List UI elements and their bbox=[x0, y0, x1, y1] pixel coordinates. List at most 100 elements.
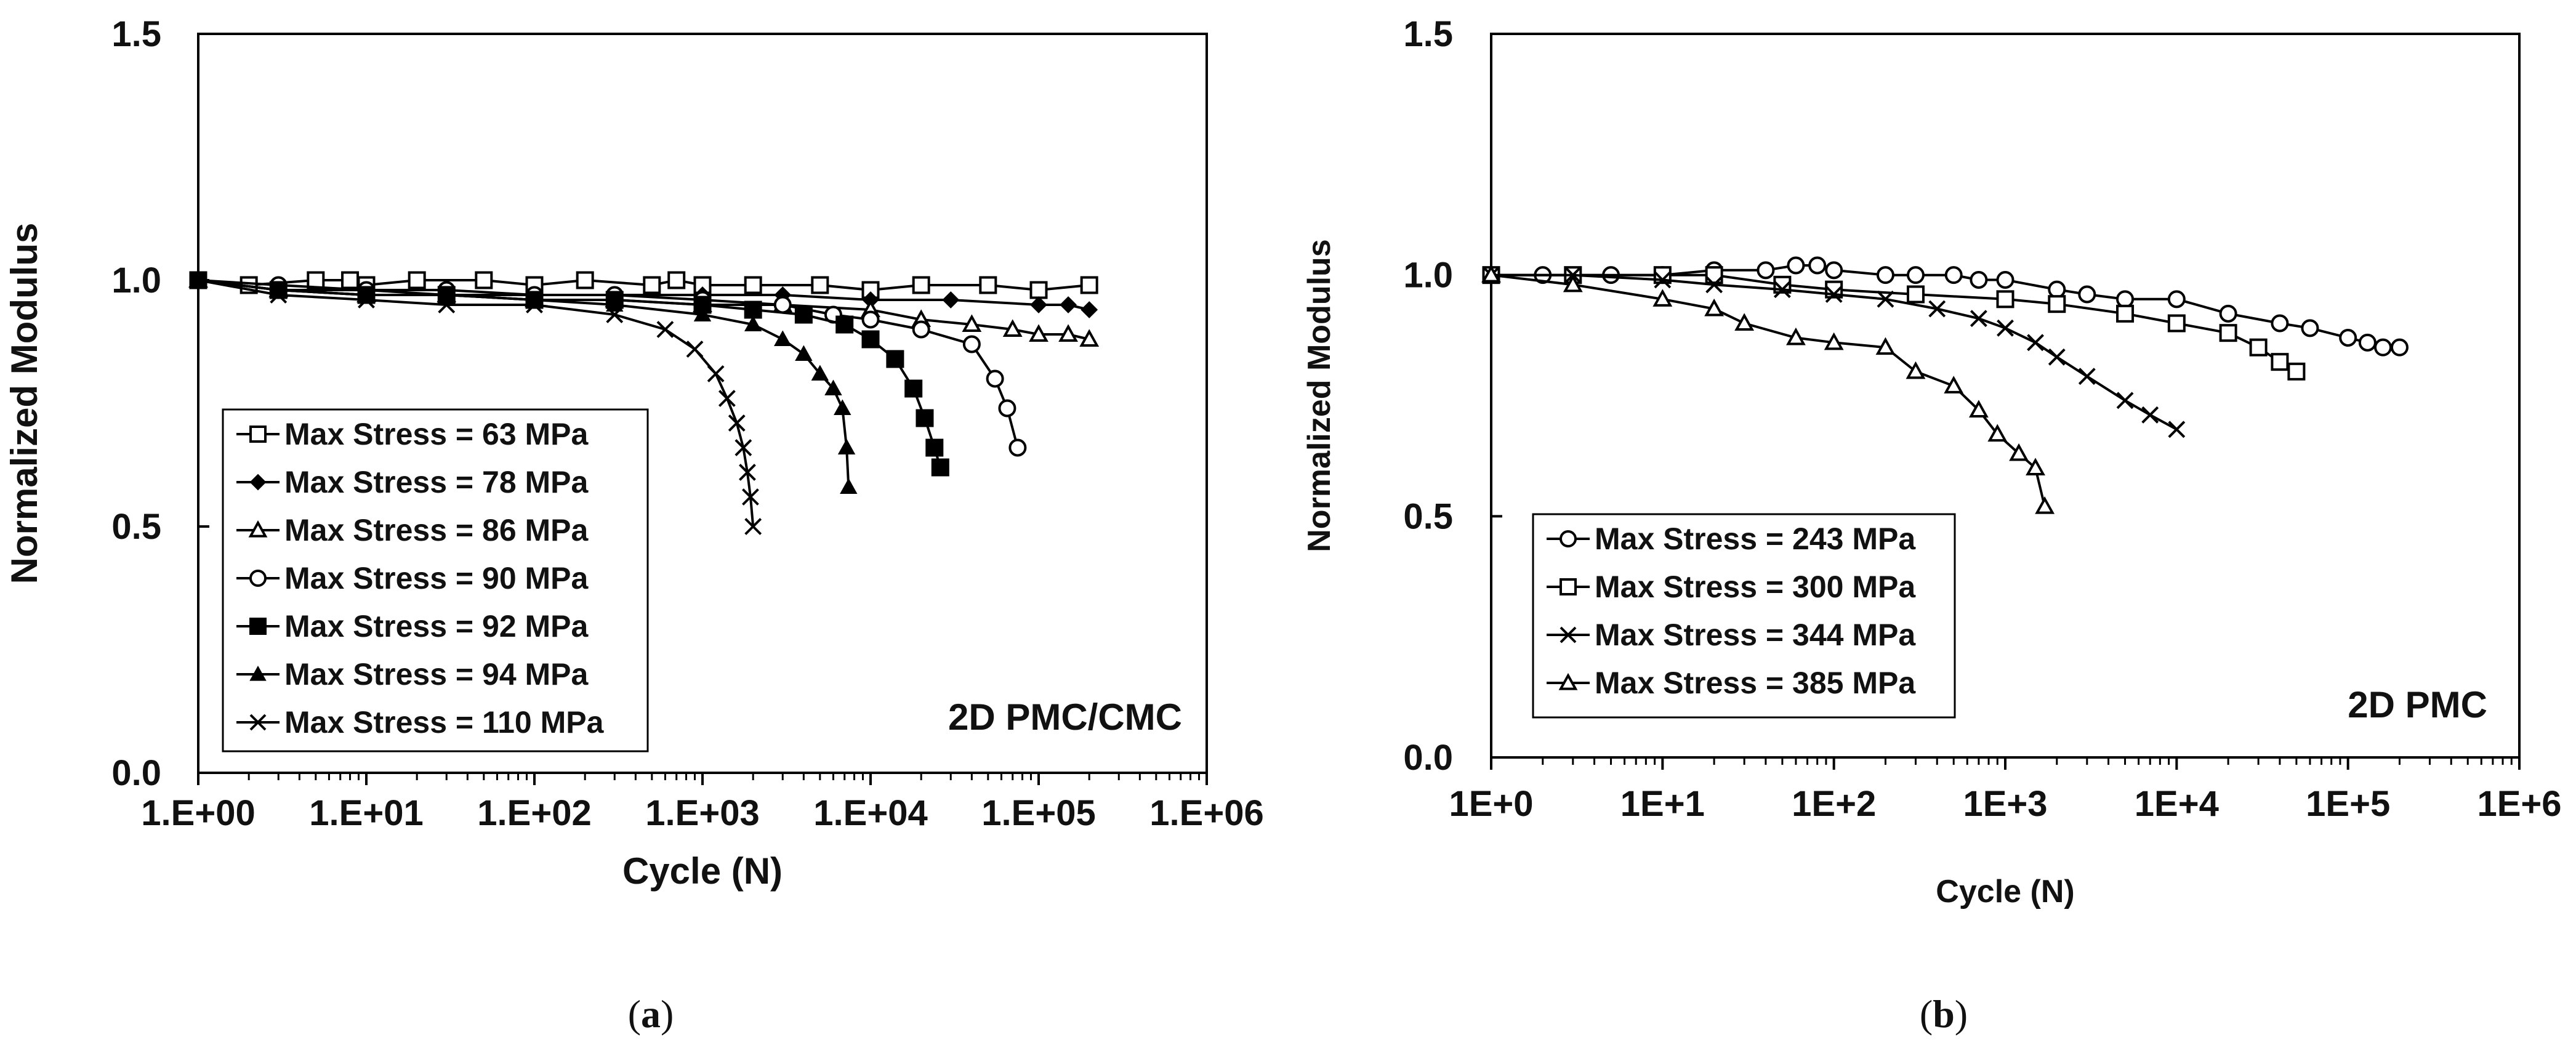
data-point bbox=[2009, 443, 2029, 461]
data-point bbox=[341, 271, 360, 289]
data-point bbox=[912, 320, 930, 339]
data-point bbox=[693, 305, 712, 321]
data-point bbox=[774, 330, 792, 346]
data-point bbox=[1705, 276, 1723, 294]
data-point bbox=[1997, 319, 2014, 337]
data-point bbox=[744, 301, 762, 319]
annotation: 2D PMC/CMC bbox=[948, 696, 1182, 738]
data-point bbox=[1029, 324, 1049, 342]
data-point bbox=[986, 369, 1004, 388]
data-point bbox=[1996, 290, 2015, 309]
data-point bbox=[795, 345, 813, 361]
data-point bbox=[1563, 274, 1583, 292]
chart-panel-b: 0.0 0.5 1.0 1.5 1E+0 1E+1 1E+2 1E+3 1E+4 1E+5 1E+6… bbox=[1302, 14, 2562, 910]
legend-marker bbox=[249, 714, 267, 731]
data-point bbox=[1058, 324, 1078, 342]
data-point bbox=[1029, 281, 1048, 299]
data-point bbox=[2116, 392, 2134, 410]
data-point bbox=[2390, 338, 2409, 357]
data-point bbox=[1654, 271, 1672, 289]
data-point bbox=[475, 271, 493, 289]
data-point bbox=[904, 379, 923, 398]
data-point bbox=[643, 276, 661, 294]
data-point bbox=[1928, 300, 1946, 318]
data-point bbox=[962, 314, 982, 332]
series bbox=[1482, 266, 2306, 381]
data-point bbox=[886, 350, 904, 368]
data-point bbox=[606, 296, 624, 312]
legend-marker bbox=[249, 665, 267, 681]
data-point bbox=[837, 438, 856, 454]
legend-marker bbox=[1560, 626, 1577, 644]
data-point bbox=[2048, 295, 2066, 313]
data-point bbox=[656, 321, 674, 338]
data-point bbox=[962, 335, 981, 353]
legend-label: Max Stress = 94 MPa bbox=[284, 657, 589, 692]
legend-label: Max Stress = 63 MPa bbox=[284, 417, 589, 451]
y-tick-label: 1.5 bbox=[1403, 14, 1453, 54]
data-point bbox=[1970, 271, 1988, 289]
x-tick-label: 1.E+03 bbox=[645, 793, 759, 833]
data-point bbox=[526, 296, 543, 313]
data-point bbox=[1030, 296, 1047, 313]
data-point bbox=[1906, 266, 1925, 284]
x-tick-label: 1.E+01 bbox=[309, 793, 423, 833]
data-point bbox=[1944, 376, 1964, 393]
annotation: 2D PMC bbox=[2348, 684, 2487, 725]
y-tick-label: 1.5 bbox=[111, 14, 161, 54]
data-point bbox=[2271, 353, 2289, 371]
data-point bbox=[979, 276, 997, 294]
data-point bbox=[1757, 261, 1775, 280]
legend-label: Max Stress = 300 MPa bbox=[1595, 570, 1916, 604]
data-point bbox=[2219, 324, 2237, 342]
data-point bbox=[744, 276, 762, 294]
data-point bbox=[834, 399, 851, 415]
data-point bbox=[735, 439, 752, 456]
data-point bbox=[1734, 313, 1755, 331]
y-tick-label: 0.0 bbox=[111, 753, 161, 793]
data-point bbox=[2301, 319, 2319, 337]
data-point bbox=[718, 390, 736, 407]
data-point bbox=[1060, 296, 1077, 313]
data-point bbox=[1970, 310, 1987, 328]
data-point bbox=[840, 478, 858, 494]
data-point bbox=[2027, 334, 2044, 352]
legend-label: Max Stress = 243 MPa bbox=[1595, 522, 1916, 556]
data-point bbox=[1081, 301, 1098, 318]
data-point bbox=[190, 272, 207, 289]
data-point bbox=[916, 409, 934, 427]
data-point bbox=[1877, 290, 1894, 308]
legend-marker bbox=[249, 474, 267, 491]
y-tick-label: 0.0 bbox=[1403, 738, 1453, 778]
data-point bbox=[2271, 314, 2289, 333]
data-point bbox=[2141, 406, 2159, 424]
x-axis-title: Cycle (N) bbox=[622, 850, 783, 892]
data-point bbox=[686, 341, 704, 358]
data-point bbox=[408, 271, 426, 289]
data-point bbox=[1786, 327, 1806, 345]
data-point bbox=[2116, 304, 2135, 323]
x-tick-label: 1.E+05 bbox=[981, 793, 1095, 833]
x-tick-label: 1E+1 bbox=[1620, 784, 1705, 824]
legend-label: Max Stress = 86 MPa bbox=[284, 513, 589, 547]
data-point bbox=[1824, 332, 1844, 350]
x-tick-label: 1.E+02 bbox=[477, 793, 591, 833]
data-point bbox=[606, 306, 624, 323]
legend-marker bbox=[1560, 578, 1577, 595]
data-point bbox=[1652, 289, 1673, 307]
legend-label: Max Stress = 110 MPa bbox=[284, 705, 605, 740]
data-point bbox=[2026, 458, 2045, 475]
data-point bbox=[1825, 286, 1843, 303]
data-point bbox=[667, 271, 686, 289]
data-point bbox=[2167, 290, 2186, 309]
data-point bbox=[2168, 421, 2186, 438]
data-point bbox=[2373, 338, 2392, 357]
x-tick-label: 1.E+00 bbox=[141, 793, 255, 833]
data-point bbox=[925, 438, 944, 457]
x-tick-label: 1E+6 bbox=[2477, 784, 2561, 824]
data-point bbox=[438, 296, 456, 313]
data-point bbox=[2078, 285, 2096, 304]
legend-marker bbox=[249, 618, 267, 635]
data-point bbox=[942, 291, 960, 309]
y-tick-label: 0.5 bbox=[111, 507, 161, 547]
